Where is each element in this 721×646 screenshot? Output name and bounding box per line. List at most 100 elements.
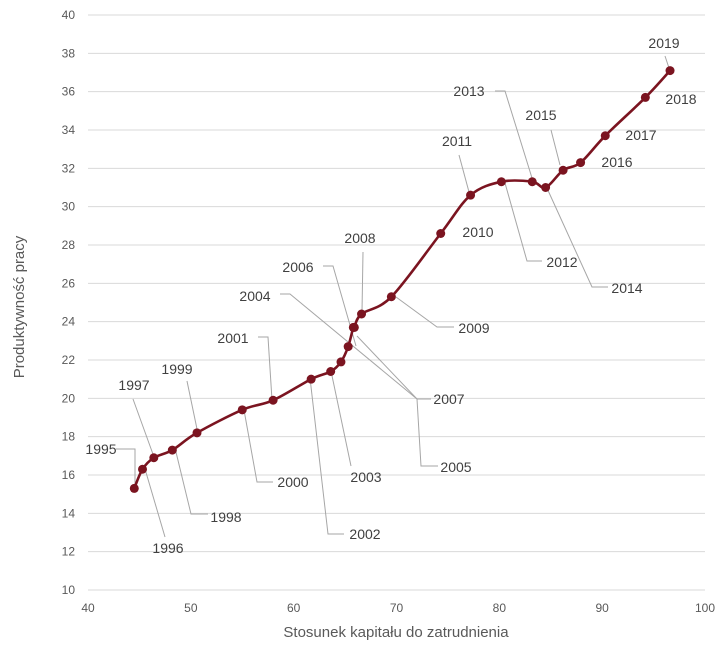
y-tick-36: 36	[62, 85, 76, 99]
y-tick-10: 10	[62, 583, 76, 597]
point-2007	[349, 322, 359, 332]
label-2005: 2005	[440, 459, 471, 475]
point-1999	[192, 428, 202, 438]
y-tick-34: 34	[62, 123, 76, 137]
x-tick-40: 40	[81, 601, 95, 615]
y-tick-18: 18	[62, 430, 76, 444]
leader-2019	[664, 55, 670, 69]
leader-2008	[361, 251, 364, 313]
series-line-path	[133, 69, 671, 489]
label-2014: 2014	[611, 280, 642, 296]
point-2003	[326, 367, 336, 376]
leader-2002	[309, 377, 344, 535]
y-tick-38: 38	[62, 46, 76, 60]
point-2012	[496, 177, 506, 187]
label-1998: 1998	[210, 509, 241, 525]
leader-2003	[330, 370, 352, 467]
point-1996	[138, 464, 148, 474]
point-2011	[466, 190, 476, 200]
y-axis-title: Produktywność pracy	[11, 235, 28, 378]
point-2014	[541, 183, 551, 192]
point-1997	[149, 453, 159, 463]
y-tick-20: 20	[62, 391, 76, 405]
leader-1999	[186, 380, 198, 430]
point-2000	[237, 405, 247, 415]
label-2010: 2010	[462, 224, 493, 240]
label-leader-lines	[116, 55, 670, 538]
x-tick-60: 60	[287, 601, 301, 615]
label-2017: 2017	[625, 127, 656, 143]
x-tick-50: 50	[184, 601, 198, 615]
leader-1997	[132, 398, 155, 458]
label-2015: 2015	[525, 107, 556, 123]
y-tick-26: 26	[62, 276, 76, 290]
leader-1995	[116, 448, 136, 486]
x-tick-90: 90	[595, 601, 609, 615]
point-1998	[167, 445, 177, 455]
label-2018: 2018	[665, 91, 696, 107]
leader-2014	[545, 185, 608, 288]
label-2013: 2013	[453, 83, 484, 99]
leader-2006	[323, 265, 357, 347]
label-2004: 2004	[239, 288, 270, 304]
label-2002: 2002	[349, 526, 380, 542]
label-2009: 2009	[458, 320, 489, 336]
label-2006: 2006	[282, 259, 313, 275]
x-tick-70: 70	[390, 601, 404, 615]
leader-2004	[280, 293, 425, 467]
label-1995: 1995	[85, 441, 116, 457]
label-2011: 2011	[442, 133, 472, 149]
y-tick-22: 22	[62, 353, 76, 367]
label-1999: 1999	[161, 361, 192, 377]
y-tick-16: 16	[62, 468, 76, 482]
point-2019	[665, 66, 675, 76]
tick-labels: 10 12 14 16 18 20 22 24 26 28 30 32 34 36 38 40 40 50 60 70…	[62, 8, 716, 615]
point-2009	[386, 292, 396, 302]
data-points	[129, 66, 675, 493]
point-2018	[640, 92, 650, 102]
label-2001: 2001	[217, 330, 248, 346]
point-2017	[600, 131, 610, 141]
y-tick-24: 24	[62, 315, 76, 329]
label-1996: 1996	[152, 540, 183, 556]
leader-1998	[174, 447, 208, 515]
point-2008	[357, 309, 367, 319]
leader-2012	[504, 182, 542, 262]
label-2016: 2016	[601, 154, 632, 170]
y-tick-28: 28	[62, 238, 76, 252]
leader-2000	[243, 409, 273, 483]
y-tick-32: 32	[62, 161, 76, 175]
x-tick-80: 80	[493, 601, 507, 615]
point-2005	[343, 342, 353, 352]
x-axis-title: Stosunek kapitału do zatrudnienia	[283, 624, 509, 641]
leader-2001	[258, 336, 273, 401]
label-2008: 2008	[344, 230, 375, 246]
point-2015	[558, 165, 568, 175]
point-2001	[268, 395, 278, 405]
y-tick-14: 14	[62, 506, 76, 520]
label-2000: 2000	[277, 474, 308, 490]
point-1995	[129, 483, 139, 493]
x-tick-100: 100	[695, 601, 715, 615]
leader-2007	[356, 335, 431, 400]
leader-2013	[495, 90, 533, 179]
year-labels: 1995 1996 1997 1998 1999 2000 2001 2002 2003 2004…	[85, 35, 696, 556]
point-2016	[576, 158, 586, 168]
y-tick-12: 12	[62, 545, 76, 559]
label-2019: 2019	[648, 35, 679, 51]
point-2013	[527, 177, 537, 187]
label-1997: 1997	[118, 377, 149, 393]
point-2002	[306, 374, 316, 384]
series-line	[133, 69, 671, 489]
leader-1996	[144, 468, 166, 538]
label-2007: 2007	[433, 391, 464, 407]
leader-2011	[458, 154, 470, 193]
point-2004	[336, 357, 346, 367]
label-2003: 2003	[350, 469, 381, 485]
point-2010	[436, 229, 446, 238]
label-2012: 2012	[546, 254, 577, 270]
leader-2009	[395, 296, 454, 328]
leader-2015	[550, 129, 561, 166]
y-tick-40: 40	[62, 8, 76, 22]
